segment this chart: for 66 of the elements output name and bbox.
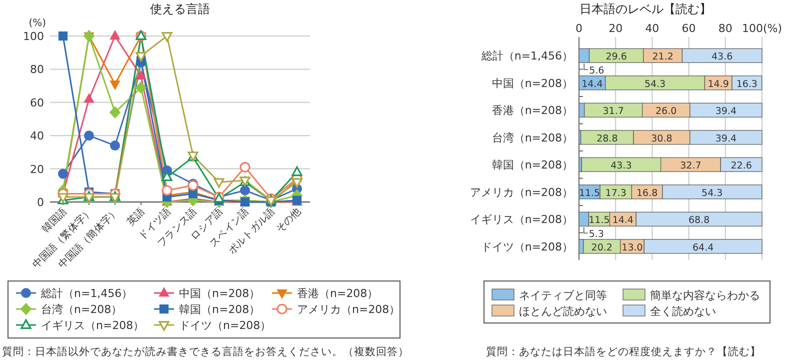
legend-label: 総計（n=1,456） <box>40 287 133 300</box>
legend-label: イギリス（n=208） <box>41 319 144 332</box>
y-tick-label: 20 <box>30 162 44 176</box>
data-label: 5.6 <box>589 66 604 77</box>
data-label: 26.0 <box>656 106 677 118</box>
data-label: 43.6 <box>712 52 733 63</box>
data-label: 11.5 <box>578 188 600 199</box>
y-tick-label: 60 <box>30 96 44 110</box>
chart-title: 使える言語 <box>150 2 210 16</box>
y-tick-label: 総計（n=1,456） <box>480 50 573 63</box>
data-label: 16.8 <box>636 188 658 199</box>
data-label: 14.4 <box>582 78 603 90</box>
data-label: 16.3 <box>736 78 758 90</box>
y-axis-title: (%) <box>28 18 46 29</box>
y-tick-label: イギリス（n=208） <box>470 213 573 226</box>
x-tick-label: 英語 <box>124 206 148 228</box>
data-label: 54.3 <box>702 188 723 199</box>
y-tick-label: 香港（n=208） <box>492 104 573 118</box>
data-label: 14.9 <box>708 78 729 90</box>
y-tick-label: 100 <box>23 30 44 43</box>
data-label: 43.3 <box>610 160 632 172</box>
data-label: 17.3 <box>605 188 626 199</box>
x-tick-label: 100(%) <box>742 22 782 35</box>
data-label: 5.3 <box>588 229 604 240</box>
y-tick-label: 40 <box>30 130 44 143</box>
data-label: 20.2 <box>591 242 612 254</box>
data-label: 22.6 <box>730 160 752 172</box>
y-tick-label: アメリカ（n=208） <box>470 186 573 199</box>
data-label: 68.8 <box>688 215 710 226</box>
data-label: 28.8 <box>596 133 618 144</box>
chart-title: 日本語のレベル【読む】 <box>580 2 712 16</box>
data-label: 13.0 <box>622 242 643 254</box>
legend-label: 全く読めない <box>650 305 716 318</box>
y-tick-label: 韓国（n=208） <box>492 158 573 172</box>
data-label: 29.6 <box>606 52 627 63</box>
x-tick-label: 0 <box>576 22 582 35</box>
data-label: 64.4 <box>692 242 714 254</box>
legend-label: 韓国（n=208） <box>179 303 260 316</box>
legend-label: 簡単な内容ならわかる <box>650 289 760 302</box>
data-label: 54.3 <box>644 78 666 90</box>
data-label: 31.7 <box>602 106 624 118</box>
text: 質問：あなたは日本語をどの程度使えますか？【読む】 <box>486 345 761 358</box>
y-tick-label: 中国（n=208） <box>492 76 573 90</box>
y-tick-label: ドイツ（n=208） <box>480 240 573 254</box>
y-tick-label: 80 <box>30 63 44 76</box>
legend-label: 中国（n=208） <box>179 287 260 300</box>
legend-label: アメリカ（n=208） <box>297 303 400 316</box>
data-label: 11.5 <box>588 215 610 226</box>
x-tick-label: 60 <box>682 22 696 35</box>
data-label: 39.4 <box>715 106 737 118</box>
legend-label: ドイツ（n=208） <box>179 319 272 332</box>
text: 質問：日本語以外であなたが読み書きできる言語をお答えください。（複数回答） <box>2 345 409 358</box>
x-tick-label: 40 <box>645 22 660 35</box>
legend-label: 台湾（n=208） <box>41 303 122 316</box>
data-label: 39.4 <box>715 133 737 144</box>
y-tick-label: 0 <box>37 196 44 209</box>
data-label: 30.8 <box>651 133 672 144</box>
x-tick-label: 20 <box>608 22 623 35</box>
y-tick-label: 台湾（n=208） <box>492 131 573 144</box>
legend-label: ほとんど読めない <box>519 305 607 318</box>
data-label: 32.7 <box>680 160 702 172</box>
data-label: 21.2 <box>652 52 674 63</box>
legend-label: 香港（n=208） <box>297 287 378 300</box>
x-tick-label: 80 <box>718 22 732 35</box>
data-label: 14.4 <box>612 215 634 226</box>
legend-label: ネイティブと同等 <box>519 289 607 302</box>
